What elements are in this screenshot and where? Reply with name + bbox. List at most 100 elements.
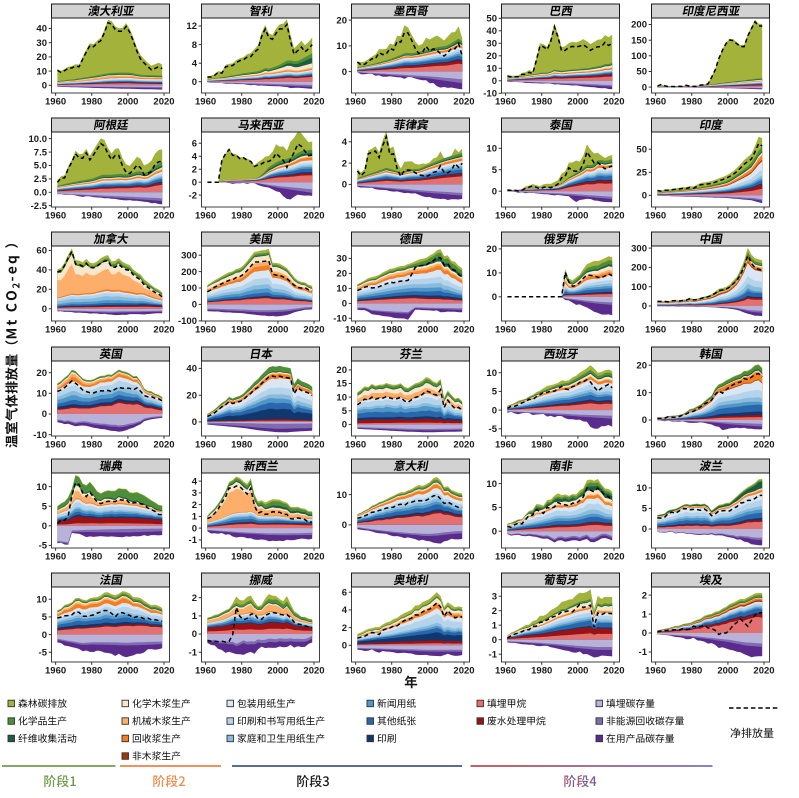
- svg-text:0: 0: [492, 76, 497, 87]
- svg-text:50: 50: [636, 67, 647, 78]
- svg-text:1960: 1960: [195, 97, 216, 108]
- svg-text:50: 50: [486, 14, 497, 25]
- svg-text:1: 1: [192, 512, 198, 523]
- svg-text:2020: 2020: [603, 666, 624, 677]
- svg-text:5: 5: [42, 501, 48, 512]
- svg-text:0.0: 0.0: [34, 188, 47, 199]
- svg-text:2020: 2020: [153, 211, 174, 222]
- svg-text:0: 0: [642, 415, 647, 426]
- svg-text:4: 4: [192, 58, 198, 69]
- svg-text:-1: -1: [639, 647, 648, 658]
- svg-text:-10: -10: [483, 89, 497, 100]
- svg-text:2020: 2020: [753, 552, 774, 563]
- svg-text:0: 0: [492, 635, 497, 646]
- svg-text:1980: 1980: [381, 440, 402, 451]
- svg-text:0: 0: [192, 523, 197, 534]
- svg-text:2020: 2020: [453, 211, 474, 222]
- svg-text:8: 8: [192, 40, 197, 51]
- svg-text:10: 10: [486, 268, 497, 279]
- svg-text:2000: 2000: [567, 211, 588, 222]
- svg-text:2: 2: [342, 623, 347, 634]
- svg-text:1960: 1960: [345, 666, 366, 677]
- svg-text:-10: -10: [33, 430, 47, 441]
- svg-text:4: 4: [192, 151, 198, 162]
- svg-text:2000: 2000: [267, 666, 288, 677]
- svg-text:5.0: 5.0: [34, 161, 47, 172]
- svg-text:2000: 2000: [267, 440, 288, 451]
- svg-text:1960: 1960: [195, 440, 216, 451]
- svg-text:0: 0: [342, 299, 347, 310]
- svg-text:10: 10: [36, 482, 47, 493]
- svg-text:20: 20: [486, 51, 497, 62]
- svg-text:3: 3: [192, 488, 197, 499]
- svg-text:1980: 1980: [681, 666, 702, 677]
- svg-text:2000: 2000: [267, 211, 288, 222]
- svg-text:10: 10: [636, 483, 647, 494]
- svg-text:12: 12: [186, 21, 197, 32]
- svg-text:2020: 2020: [453, 552, 474, 563]
- svg-text:1980: 1980: [531, 666, 552, 677]
- svg-text:20: 20: [186, 390, 197, 401]
- svg-text:100: 100: [181, 283, 197, 294]
- svg-text:2020: 2020: [753, 211, 774, 222]
- svg-text:2000: 2000: [417, 325, 438, 336]
- svg-text:1980: 1980: [531, 325, 552, 336]
- svg-text:1980: 1980: [381, 666, 402, 677]
- svg-text:20: 20: [336, 269, 347, 280]
- svg-text:1980: 1980: [681, 440, 702, 451]
- svg-text:10: 10: [36, 594, 47, 605]
- svg-text:0: 0: [42, 521, 47, 532]
- svg-text:0: 0: [642, 82, 647, 93]
- svg-text:1960: 1960: [345, 97, 366, 108]
- svg-text:2020: 2020: [303, 440, 324, 451]
- svg-text:6: 6: [192, 138, 197, 149]
- svg-text:7.5: 7.5: [34, 147, 48, 158]
- svg-text:1980: 1980: [81, 666, 102, 677]
- svg-text:40: 40: [36, 265, 47, 276]
- svg-text:200: 200: [631, 20, 647, 31]
- svg-text:20: 20: [36, 368, 47, 379]
- svg-text:2020: 2020: [603, 552, 624, 563]
- svg-text:200: 200: [181, 267, 197, 278]
- svg-text:2020: 2020: [303, 666, 324, 677]
- svg-text:2000: 2000: [567, 552, 588, 563]
- svg-text:2: 2: [192, 500, 197, 511]
- svg-text:4: 4: [342, 137, 348, 148]
- svg-text:60: 60: [36, 246, 47, 257]
- svg-text:1960: 1960: [45, 552, 66, 563]
- svg-text:2: 2: [192, 164, 197, 175]
- svg-text:6: 6: [342, 587, 347, 598]
- svg-text:0: 0: [642, 628, 647, 639]
- svg-text:2000: 2000: [117, 211, 138, 222]
- svg-text:5: 5: [492, 387, 498, 398]
- svg-text:2020: 2020: [153, 440, 174, 451]
- svg-text:2.5: 2.5: [34, 174, 48, 185]
- svg-text:1960: 1960: [645, 440, 666, 451]
- svg-text:-5: -5: [489, 424, 498, 435]
- svg-text:2020: 2020: [303, 325, 324, 336]
- svg-text:0: 0: [642, 191, 647, 202]
- svg-text:2000: 2000: [717, 552, 738, 563]
- svg-text:5: 5: [492, 165, 498, 176]
- svg-text:2020: 2020: [153, 325, 174, 336]
- svg-text:2020: 2020: [753, 666, 774, 677]
- svg-text:1960: 1960: [495, 97, 516, 108]
- svg-text:2020: 2020: [153, 97, 174, 108]
- svg-text:30: 30: [36, 38, 47, 49]
- svg-text:1960: 1960: [195, 666, 216, 677]
- svg-text:1980: 1980: [681, 97, 702, 108]
- svg-text:-5: -5: [39, 541, 48, 552]
- svg-text:40: 40: [186, 364, 197, 375]
- svg-text:40: 40: [486, 26, 497, 37]
- svg-text:0: 0: [342, 180, 347, 191]
- svg-text:10: 10: [486, 368, 497, 379]
- svg-text:2000: 2000: [117, 440, 138, 451]
- svg-text:1980: 1980: [681, 211, 702, 222]
- svg-text:25: 25: [636, 168, 647, 179]
- svg-text:20: 20: [36, 52, 47, 63]
- svg-text:300: 300: [631, 243, 647, 254]
- svg-text:1960: 1960: [195, 552, 216, 563]
- svg-text:1960: 1960: [645, 666, 666, 677]
- svg-text:2000: 2000: [567, 666, 588, 677]
- svg-text:1960: 1960: [645, 552, 666, 563]
